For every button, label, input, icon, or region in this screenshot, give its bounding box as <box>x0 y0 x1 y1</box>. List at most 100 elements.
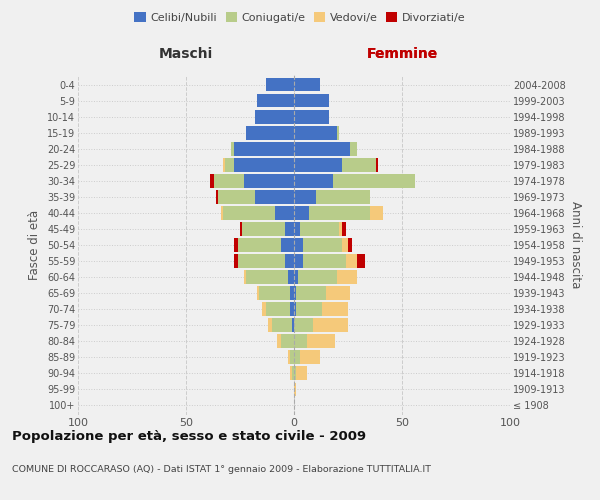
Bar <box>294 350 301 364</box>
Bar <box>294 238 302 252</box>
Bar <box>244 270 247 284</box>
Bar <box>268 318 272 332</box>
Text: Maschi: Maschi <box>159 48 213 62</box>
Bar <box>294 270 298 284</box>
Bar <box>290 366 292 380</box>
Text: Femmine: Femmine <box>367 48 437 62</box>
Bar <box>337 270 356 284</box>
Bar <box>233 238 238 252</box>
Bar <box>322 302 348 316</box>
Y-axis label: Fasce di età: Fasce di età <box>28 210 41 280</box>
Bar <box>242 222 286 236</box>
Bar <box>223 158 225 172</box>
Bar <box>259 286 290 300</box>
Bar <box>302 238 341 252</box>
Bar <box>233 158 294 172</box>
Bar <box>301 222 340 236</box>
Y-axis label: Anni di nascita: Anni di nascita <box>569 202 582 288</box>
Bar <box>214 174 244 188</box>
Bar <box>233 142 294 156</box>
Bar <box>333 174 415 188</box>
Bar <box>257 286 259 300</box>
Bar <box>296 302 322 316</box>
Bar <box>244 174 294 188</box>
Bar <box>225 158 233 172</box>
Bar <box>302 254 346 268</box>
Bar <box>294 286 296 300</box>
Bar <box>266 78 294 92</box>
Bar <box>221 206 223 220</box>
Bar <box>262 302 266 316</box>
Bar <box>326 286 350 300</box>
Bar <box>350 142 356 156</box>
Bar <box>287 350 290 364</box>
Bar <box>238 254 286 268</box>
Bar <box>294 206 309 220</box>
Bar <box>275 206 294 220</box>
Bar <box>238 238 281 252</box>
Legend: Celibi/Nubili, Coniugati/e, Vedovi/e, Divorziati/e: Celibi/Nubili, Coniugati/e, Vedovi/e, Di… <box>130 8 470 28</box>
Bar <box>356 254 365 268</box>
Bar <box>296 366 307 380</box>
Bar <box>316 190 370 203</box>
Bar <box>294 318 313 332</box>
Bar <box>313 318 348 332</box>
Bar <box>290 350 294 364</box>
Bar <box>294 110 329 124</box>
Text: COMUNE DI ROCCARASO (AQ) - Dati ISTAT 1° gennaio 2009 - Elaborazione TUTTITALIA.: COMUNE DI ROCCARASO (AQ) - Dati ISTAT 1°… <box>12 465 431 474</box>
Bar <box>294 94 329 108</box>
Bar <box>294 174 333 188</box>
Bar <box>337 126 340 140</box>
Bar <box>348 238 352 252</box>
Bar <box>247 126 294 140</box>
Bar <box>294 382 296 396</box>
Bar <box>255 110 294 124</box>
Bar <box>272 318 292 332</box>
Bar <box>232 142 233 156</box>
Bar <box>294 254 302 268</box>
Bar <box>298 270 337 284</box>
Bar <box>292 366 294 380</box>
Bar <box>341 238 348 252</box>
Bar <box>257 94 294 108</box>
Bar <box>286 222 294 236</box>
Bar <box>210 174 214 188</box>
Bar <box>294 126 337 140</box>
Bar <box>292 318 294 332</box>
Bar <box>218 190 255 203</box>
Bar <box>216 190 218 203</box>
Bar <box>290 302 294 316</box>
Bar <box>294 302 296 316</box>
Bar <box>277 334 281 348</box>
Bar <box>294 334 307 348</box>
Bar <box>307 334 335 348</box>
Bar <box>247 270 287 284</box>
Bar <box>346 254 356 268</box>
Bar <box>233 254 238 268</box>
Bar <box>240 222 242 236</box>
Bar <box>309 206 370 220</box>
Bar <box>281 334 294 348</box>
Bar <box>294 142 350 156</box>
Bar <box>290 286 294 300</box>
Bar <box>370 206 383 220</box>
Bar <box>255 190 294 203</box>
Bar <box>287 270 294 284</box>
Bar <box>266 302 290 316</box>
Bar <box>286 254 294 268</box>
Bar <box>294 222 301 236</box>
Bar <box>223 206 275 220</box>
Bar <box>294 78 320 92</box>
Bar <box>301 350 320 364</box>
Text: Femmine: Femmine <box>367 48 437 62</box>
Bar <box>294 158 341 172</box>
Text: Popolazione per età, sesso e stato civile - 2009: Popolazione per età, sesso e stato civil… <box>12 430 366 443</box>
Bar <box>294 190 316 203</box>
Bar <box>341 158 376 172</box>
Bar <box>296 286 326 300</box>
Bar <box>281 238 294 252</box>
Bar <box>340 222 341 236</box>
Bar <box>341 222 346 236</box>
Bar <box>294 366 296 380</box>
Bar <box>376 158 378 172</box>
